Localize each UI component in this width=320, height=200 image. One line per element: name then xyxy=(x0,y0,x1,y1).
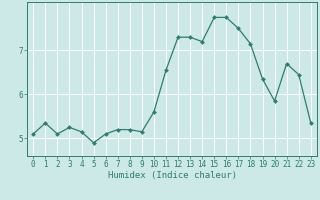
X-axis label: Humidex (Indice chaleur): Humidex (Indice chaleur) xyxy=(108,171,236,180)
